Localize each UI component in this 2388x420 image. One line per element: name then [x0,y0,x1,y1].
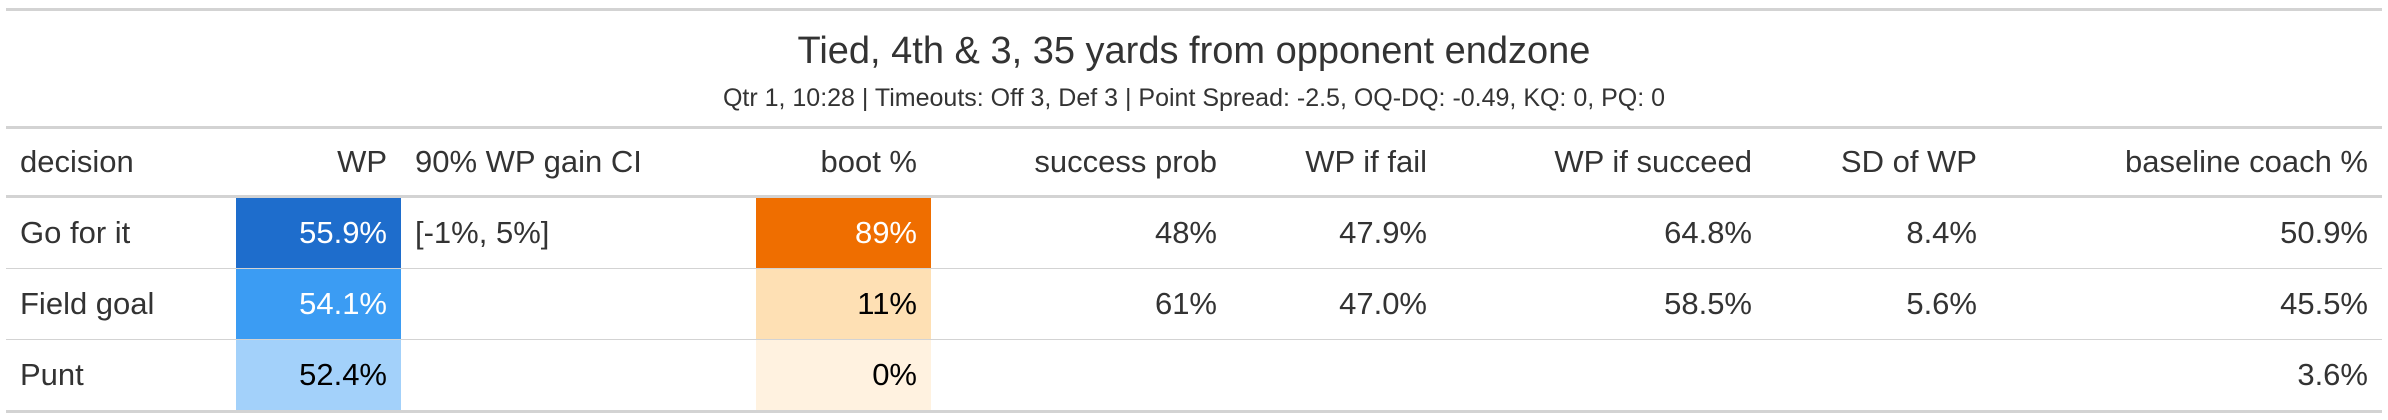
table-row: Go for it 55.9% [-1%, 5%] 89% 48% 47.9% … [6,196,2382,269]
cell-boot: 89% [756,196,931,269]
cell-boot: 0% [756,339,931,413]
table-row: Punt 52.4% 0% 3.6% [6,339,2382,413]
table-title: Tied, 4th & 3, 35 yards from opponent en… [797,30,1591,72]
cell-wp: 52.4% [236,339,401,413]
cell-decision: Field goal [6,268,236,340]
col-header-sd-wp: SD of WP [1766,126,1991,198]
cell-baseline: 45.5% [1991,268,2382,340]
col-header-wp-fail: WP if fail [1231,126,1441,198]
decision-table: decision WP 90% WP gain CI boot % succes… [6,126,2382,413]
decision-table-panel: Tied, 4th & 3, 35 yards from opponent en… [6,8,2382,419]
col-header-baseline: baseline coach % [1991,126,2382,198]
cell-baseline: 3.6% [1991,339,2382,413]
cell-boot: 11% [756,268,931,340]
cell-success-prob: 61% [931,268,1231,340]
cell-wp-succeed: 64.8% [1441,196,1766,269]
col-header-ci: 90% WP gain CI [401,126,756,198]
header-row: decision WP 90% WP gain CI boot % succes… [6,126,2382,198]
cell-success-prob: 48% [931,196,1231,269]
col-header-wp-succeed: WP if succeed [1441,126,1766,198]
cell-ci [401,339,756,413]
cell-wp-fail: 47.9% [1231,196,1441,269]
cell-wp-succeed: 58.5% [1441,268,1766,340]
cell-ci: [-1%, 5%] [401,196,756,269]
cell-decision: Go for it [6,196,236,269]
col-header-wp: WP [236,126,401,198]
col-header-decision: decision [6,126,236,198]
col-header-success-prob: success prob [931,126,1231,198]
cell-wp: 54.1% [236,268,401,340]
cell-ci [401,268,756,340]
table-subtitle: Qtr 1, 10:28 | Timeouts: Off 3, Def 3 | … [722,84,1666,112]
cell-wp-fail [1231,339,1441,413]
table-row: Field goal 54.1% 11% 61% 47.0% 58.5% 5.6… [6,268,2382,340]
cell-baseline: 50.9% [1991,196,2382,269]
cell-sd-wp: 8.4% [1766,196,1991,269]
cell-sd-wp [1766,339,1991,413]
cell-wp-succeed [1441,339,1766,413]
col-header-boot: boot % [756,126,931,198]
cell-success-prob [931,339,1231,413]
cell-sd-wp: 5.6% [1766,268,1991,340]
cell-wp-fail: 47.0% [1231,268,1441,340]
top-rule [6,8,2382,11]
cell-decision: Punt [6,339,236,413]
cell-wp: 55.9% [236,196,401,269]
